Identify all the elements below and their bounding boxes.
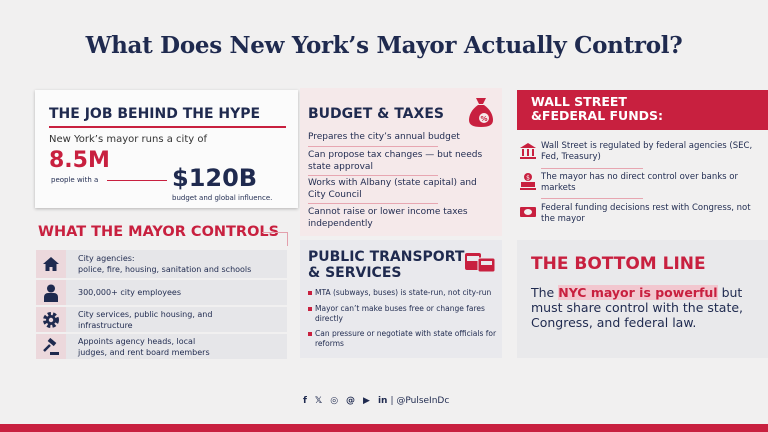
control-item: Appoints agency heads, local judges, and … — [36, 334, 287, 359]
budget-stat: $120B — [172, 164, 258, 192]
divider — [308, 146, 438, 147]
bus-icon — [465, 253, 496, 273]
threads-icon[interactable]: @ — [346, 396, 356, 406]
population-stat: 8.5M — [49, 148, 110, 173]
gavel-icon — [36, 334, 66, 359]
money-bag-percent-icon: % — [469, 98, 493, 127]
population-caption: people with a — [51, 176, 99, 184]
control-text: police, fire, housing, sanitation and sc… — [78, 265, 252, 274]
social-handle: | @PulseInDc — [390, 396, 450, 406]
decorative-line — [262, 232, 288, 246]
control-text: City agencies: — [78, 254, 135, 263]
heading-line: WALL STREET — [531, 94, 627, 109]
gear-icon — [36, 307, 66, 332]
budget-caption: budget and global influence. — [172, 194, 273, 202]
svg-text:%: % — [480, 115, 487, 123]
heading-line: & SERVICES — [308, 265, 402, 281]
bottom-line-card: THE BOTTOM LINE The NYC mayor is powerfu… — [517, 240, 768, 358]
transport-card: PUBLIC TRANSPORT & SERVICES MTA (subways,… — [300, 240, 502, 358]
budget-card: BUDGET & TAXES % Prepares the city’s ann… — [300, 88, 502, 236]
youtube-icon[interactable]: ▶ — [363, 396, 370, 406]
budget-item: Prepares the city’s annual budget — [308, 132, 460, 142]
job-heading: THE JOB BEHIND THE HYPE — [49, 106, 261, 122]
budget-item: Works with Albany (state capital) and Ci… — [308, 178, 477, 200]
control-text: Appoints agency heads, local — [78, 336, 196, 346]
divider — [49, 126, 286, 128]
connector-line — [107, 180, 167, 181]
heading-line: PUBLIC TRANSPORT — [308, 249, 465, 265]
job-card: THE JOB BEHIND THE HYPE New York’s mayor… — [35, 90, 298, 208]
linkedin-icon[interactable]: in — [377, 396, 388, 406]
control-item: City agencies: police, fire, housing, san… — [36, 250, 287, 278]
controls-heading: WHAT THE MAYOR CONTROLS — [38, 224, 280, 240]
facebook-icon[interactable]: f — [303, 396, 307, 406]
bottom-line-heading: THE BOTTOM LINE — [531, 254, 706, 274]
employee-icon — [36, 280, 66, 305]
heading-line: &FEDERAL FUNDS: — [531, 108, 664, 123]
wallstreet-item: The mayor has no direct control over ban… — [541, 172, 739, 193]
control-item: 300,000+ city employees — [36, 280, 287, 305]
job-intro: New York’s mayor runs a city of — [49, 134, 207, 145]
bottom-bar — [0, 424, 768, 432]
transport-item: Can pressure or negotiate with state off… — [308, 329, 498, 349]
transport-item: Mayor can’t make buses free or change fa… — [308, 304, 498, 324]
budget-item: Cannot raise or lower income taxes indep… — [308, 207, 468, 229]
svg-text:$: $ — [526, 175, 530, 182]
control-text: judges, and rent board members — [78, 347, 210, 357]
page-title: What Does New York’s Mayor Actually Cont… — [85, 32, 683, 59]
house-icon — [36, 250, 66, 278]
budget-item: Can propose tax changes — but needs stat… — [308, 150, 483, 172]
wallstreet-item: Federal funding decisions rest with Cong… — [541, 203, 751, 224]
control-text: City services, public housing, and — [78, 309, 213, 319]
bank-icon — [520, 143, 536, 159]
transport-item: MTA (subways, buses) is state-run, not c… — [308, 288, 498, 298]
bottom-line-text: The NYC mayor is powerful but must share… — [531, 285, 766, 330]
text: The — [531, 285, 559, 300]
divider — [308, 203, 438, 204]
text: but must share control with the state, C… — [531, 285, 744, 330]
divider — [541, 198, 643, 199]
transport-heading: PUBLIC TRANSPORT & SERVICES — [308, 249, 464, 281]
highlight-text: NYC mayor is powerful — [558, 285, 718, 300]
wallstreet-heading: WALL STREET &FEDERAL FUNDS: — [517, 90, 768, 130]
bank-dollar-icon: $ — [520, 173, 536, 190]
cash-icon — [520, 207, 536, 217]
control-text: infrastructure — [78, 320, 133, 330]
x-icon[interactable]: 𝕏 — [314, 396, 323, 406]
control-text: 300,000+ city employees — [78, 288, 182, 297]
wallstreet-item: Wall Street is regulated by federal agen… — [541, 141, 753, 162]
divider — [541, 168, 643, 169]
control-item: City services, public housing, and infras… — [36, 307, 287, 332]
social-footer: f 𝕏 ◎ @ ▶ in | @PulseInDc — [303, 396, 449, 406]
divider — [308, 175, 438, 176]
instagram-icon[interactable]: ◎ — [330, 396, 339, 406]
budget-heading: BUDGET & TAXES — [308, 106, 444, 122]
